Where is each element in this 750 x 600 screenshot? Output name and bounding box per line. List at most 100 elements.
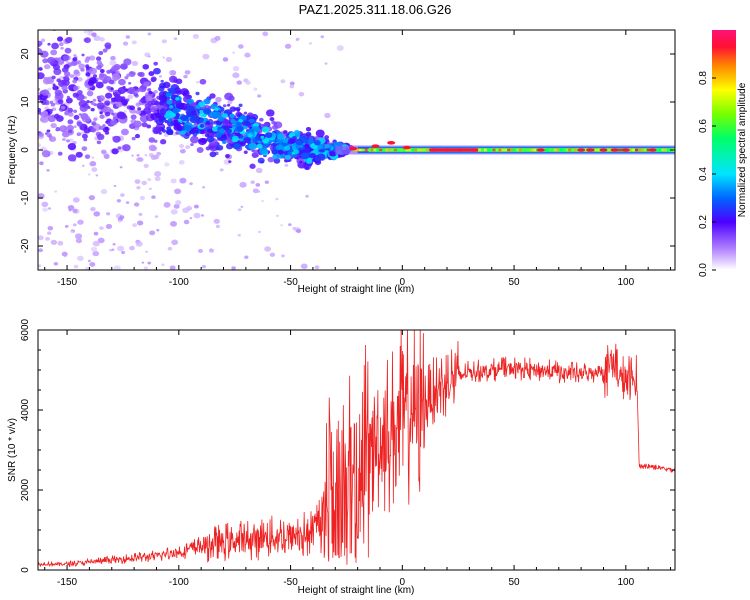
band-core bbox=[492, 148, 496, 152]
spectral-blob bbox=[150, 107, 157, 113]
spectral-blob bbox=[81, 53, 85, 57]
spectral-blob bbox=[135, 109, 142, 115]
spectral-blob bbox=[189, 129, 196, 135]
spectral-blob bbox=[262, 122, 269, 128]
spectral-speck bbox=[208, 248, 215, 253]
spectral-speck bbox=[57, 240, 64, 246]
spectral-blob bbox=[52, 85, 59, 91]
spectral-speck bbox=[222, 57, 229, 62]
spectral-blob bbox=[207, 128, 213, 133]
spectral-blob bbox=[38, 132, 44, 137]
spectral-blob bbox=[108, 79, 115, 85]
y-tick-label: 20 bbox=[20, 48, 31, 60]
band-core bbox=[518, 148, 523, 152]
spectral-blob bbox=[209, 151, 217, 158]
spectral-speck bbox=[289, 81, 295, 86]
spectral-blob bbox=[175, 102, 185, 109]
spectral-speck bbox=[38, 248, 43, 253]
spectral-blob bbox=[239, 135, 244, 139]
spectral-blob bbox=[284, 154, 291, 160]
spectral-speck bbox=[47, 231, 52, 235]
spectral-blob bbox=[88, 67, 98, 75]
spectral-blob bbox=[271, 124, 279, 130]
spectral-speck bbox=[131, 60, 139, 66]
spectral-blob bbox=[75, 151, 83, 158]
x-tick-label: -100 bbox=[169, 277, 189, 288]
spectral-speck bbox=[261, 199, 264, 203]
band-core bbox=[422, 148, 427, 152]
spectral-blob bbox=[153, 61, 159, 66]
band-core bbox=[367, 148, 371, 152]
spectral-blob bbox=[64, 71, 71, 77]
spectral-blob bbox=[38, 40, 43, 46]
spectral-speck bbox=[192, 34, 199, 39]
spectral-speck bbox=[153, 154, 160, 160]
spectral-blob bbox=[206, 135, 215, 143]
spectral-blob bbox=[102, 48, 108, 53]
spectral-blob bbox=[243, 111, 248, 115]
spectral-blob bbox=[256, 143, 263, 149]
spectral-blob bbox=[49, 136, 57, 143]
spectral-blob bbox=[47, 115, 56, 123]
spectral-speck bbox=[237, 208, 242, 212]
band-core bbox=[396, 148, 401, 152]
spectral-speck bbox=[99, 226, 104, 230]
spectral-speck bbox=[109, 59, 117, 66]
spectral-blob bbox=[205, 121, 211, 126]
spectral-blob bbox=[148, 90, 153, 95]
band-core bbox=[512, 148, 517, 152]
spectral-blob bbox=[133, 120, 142, 128]
band-core bbox=[390, 148, 395, 152]
spectral-blob bbox=[96, 133, 105, 141]
spectral-blob bbox=[111, 148, 119, 155]
x-tick-label: 100 bbox=[617, 277, 634, 288]
colorbar-ticks: 0.0 0.2 0.4 0.6 0.8 bbox=[698, 71, 716, 277]
spectral-blob bbox=[173, 119, 179, 124]
band-core bbox=[498, 148, 502, 152]
band-core bbox=[364, 148, 369, 152]
spectral-blob bbox=[248, 142, 258, 150]
spectral-blob bbox=[228, 123, 233, 127]
spectral-speck bbox=[281, 254, 285, 258]
spectral-speck bbox=[97, 237, 105, 244]
spectral-blob bbox=[191, 115, 199, 121]
band-core bbox=[544, 148, 549, 152]
spectral-blob bbox=[127, 86, 136, 95]
spectral-blob bbox=[134, 133, 141, 139]
spectral-speck bbox=[123, 110, 127, 113]
spectral-speck bbox=[161, 263, 165, 267]
spectral-speck bbox=[174, 188, 182, 195]
spectral-speck bbox=[275, 197, 279, 201]
spectral-blob bbox=[195, 91, 200, 96]
band-core bbox=[489, 148, 494, 152]
spectral-blob bbox=[306, 158, 311, 162]
spectral-blob bbox=[158, 94, 168, 102]
spectral-blob bbox=[304, 166, 310, 170]
spectral-blob bbox=[41, 89, 50, 96]
spectral-speck bbox=[131, 154, 134, 157]
spectral-speck bbox=[180, 148, 184, 151]
spectral-blob bbox=[222, 113, 229, 119]
spectral-blob bbox=[199, 118, 204, 123]
spectral-speck bbox=[88, 55, 96, 61]
spectral-blob bbox=[95, 56, 102, 62]
band-core bbox=[550, 148, 555, 152]
spectral-blob bbox=[304, 143, 310, 149]
spectral-blob bbox=[183, 107, 187, 111]
spectrogram-y-label: Frequency (Hz) bbox=[7, 116, 18, 185]
spectral-speck bbox=[238, 44, 244, 49]
spectral-blob bbox=[148, 144, 157, 152]
spectral-blob bbox=[126, 73, 131, 77]
spectral-blob bbox=[284, 145, 291, 151]
spectral-speck bbox=[295, 38, 299, 41]
spectral-blob bbox=[39, 161, 44, 166]
band-core bbox=[361, 148, 366, 152]
spectral-speck bbox=[109, 249, 113, 252]
spectral-speck bbox=[159, 75, 162, 78]
spectral-blob bbox=[289, 138, 296, 144]
spectral-speck bbox=[219, 168, 224, 172]
spectral-blob bbox=[46, 132, 52, 138]
y-tick-label: 6000 bbox=[20, 318, 31, 341]
spectral-blob bbox=[229, 113, 235, 118]
spectral-blob bbox=[67, 119, 74, 125]
